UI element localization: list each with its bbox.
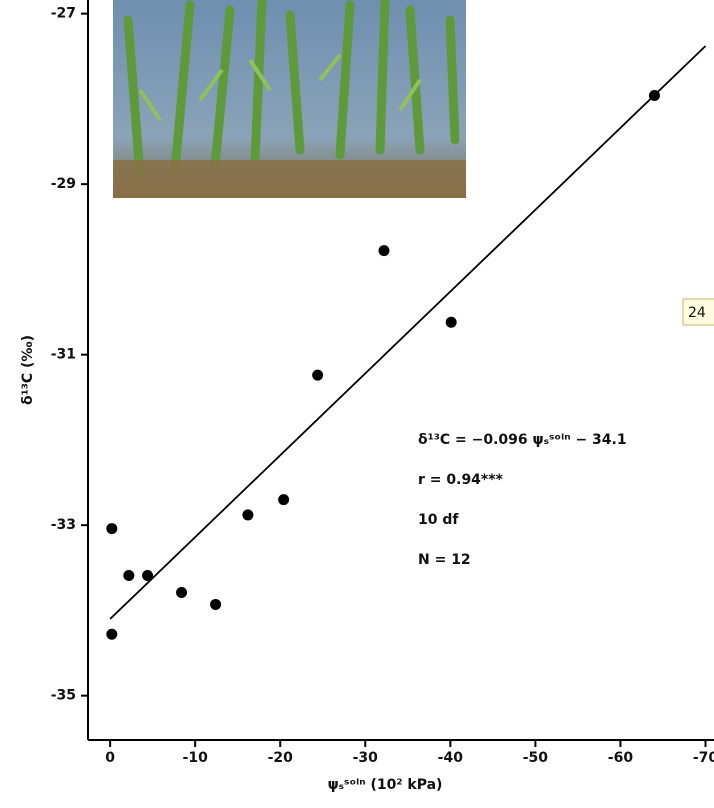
point [123, 570, 134, 581]
annotation: 10 df [418, 512, 459, 528]
annotation: δ¹³C = −0.096 ψₛˢᵒˡⁿ − 34.1 [418, 432, 627, 448]
x-tick-label: -30 [353, 750, 379, 766]
tooltip-text: 24 [688, 305, 706, 321]
point [106, 629, 117, 640]
point [649, 90, 660, 101]
x-tick-label: -10 [183, 750, 209, 766]
x-tick-label: -70 [693, 750, 714, 766]
annotation: r = 0.94*** [418, 472, 504, 488]
x-tick-label: -20 [268, 750, 294, 766]
x-tick-label: -50 [523, 750, 549, 766]
y-tick-label: -31 [51, 347, 76, 363]
x-tick-label: 0 [105, 750, 115, 766]
y-tick-label: -27 [51, 6, 76, 22]
y-tick-label: -33 [51, 517, 76, 533]
y-tick-label: -35 [51, 688, 76, 704]
y-axis-label: δ¹³C (‰) [20, 335, 36, 405]
point [210, 599, 221, 610]
y-tick-label: -29 [51, 176, 76, 192]
x-tick-label: -60 [608, 750, 634, 766]
point [378, 245, 389, 256]
point [142, 570, 153, 581]
point [176, 587, 187, 598]
x-tick-label: -40 [438, 750, 464, 766]
tooltip: 24 [683, 299, 714, 325]
chart: δ¹³C (‰) ψₛˢᵒˡⁿ (10² kPa) 24 -27 -29 -31 -3… [0, 0, 714, 808]
x-axis-label: ψₛˢᵒˡⁿ (10² kPa) [328, 777, 443, 793]
point [242, 509, 253, 520]
annotation: N = 12 [418, 552, 471, 568]
inset-photo [113, 0, 466, 198]
point [106, 523, 117, 534]
point [312, 370, 323, 381]
point [278, 494, 289, 505]
point [446, 317, 457, 328]
